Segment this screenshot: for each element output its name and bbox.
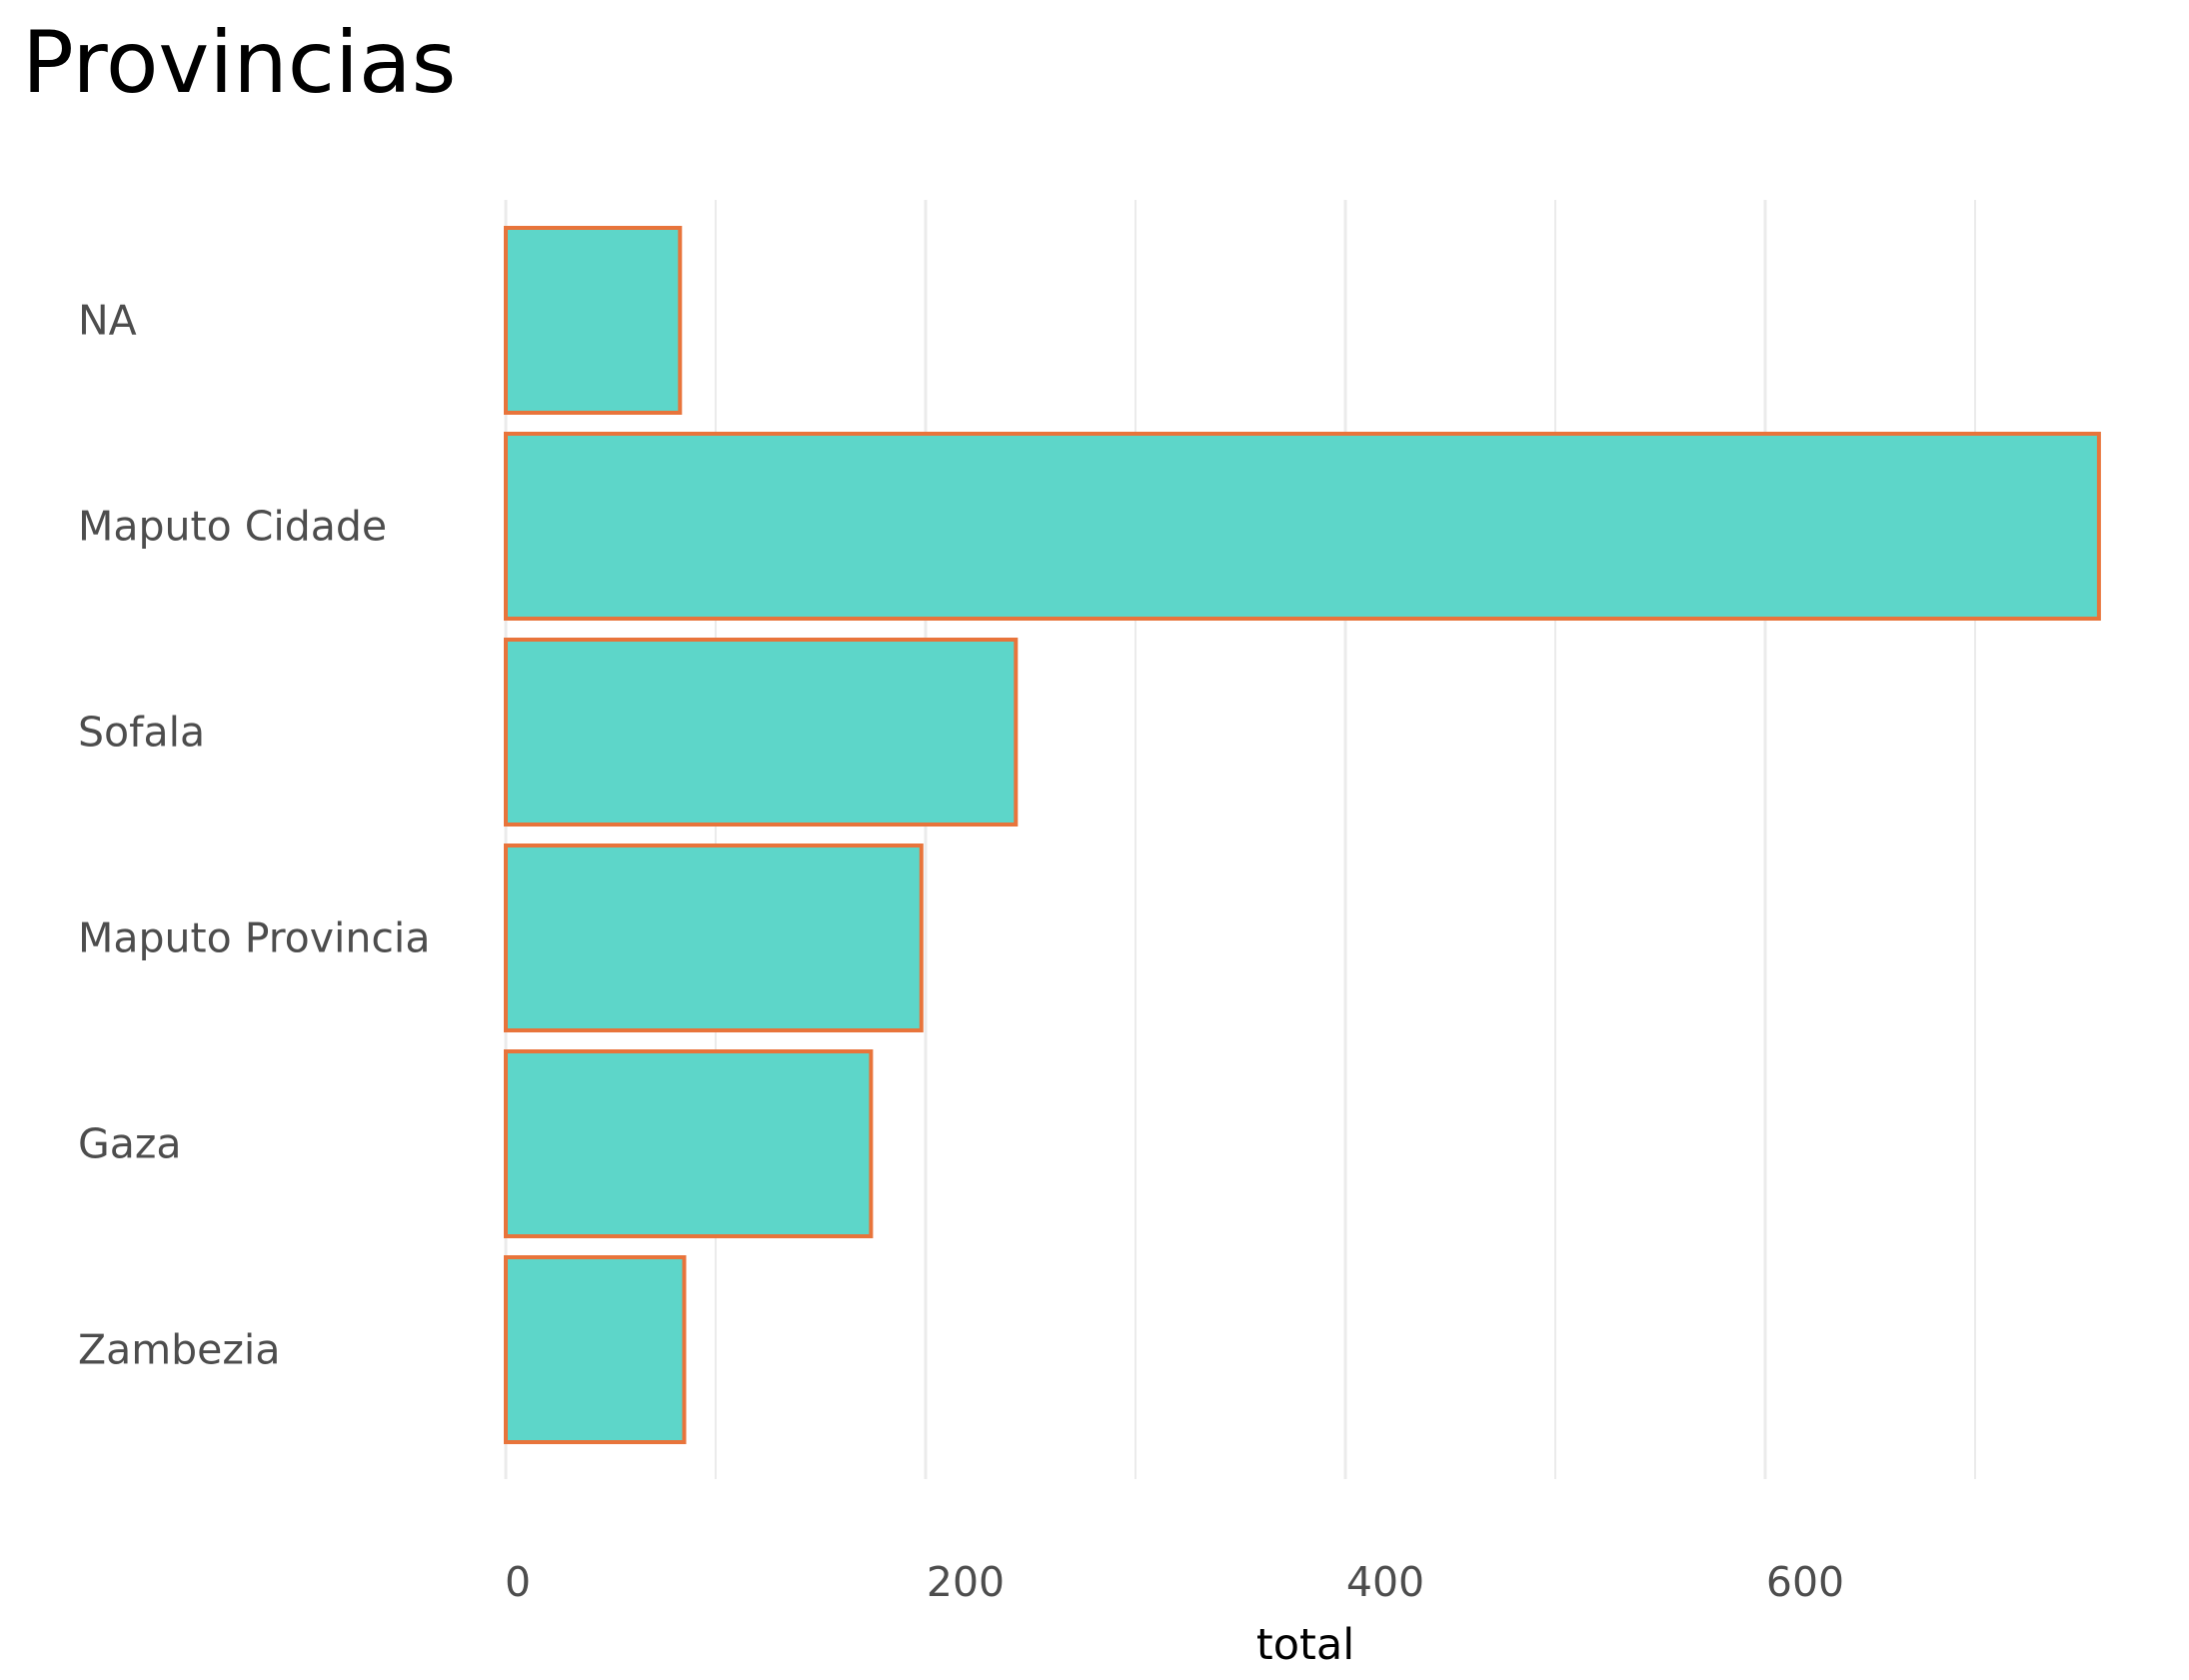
chart-title: Provincias [22, 13, 456, 113]
category-label: NA [78, 297, 137, 345]
x-tick-label: 0 [505, 1558, 531, 1606]
bar-maputo-provincia [504, 843, 924, 1032]
bar-sofala [504, 638, 1019, 827]
category-label: Maputo Provincia [78, 914, 430, 962]
x-axis-title: total [1256, 1620, 1354, 1670]
x-tick-label: 200 [927, 1558, 1005, 1606]
bar-zambezia [504, 1255, 687, 1444]
bar-gaza [504, 1049, 874, 1238]
category-label: Sofala [78, 709, 205, 757]
bar-na [504, 226, 683, 415]
bar-maputo-cidade [504, 432, 2101, 621]
grid-lines [504, 200, 1976, 1479]
bars [504, 226, 2101, 1444]
category-label: Gaza [78, 1120, 182, 1168]
x-tick-labels: 0 200 400 600 [505, 1558, 1844, 1606]
x-tick-label: 600 [1766, 1558, 1844, 1606]
category-label: Maputo Cidade [78, 503, 387, 551]
category-label: Zambezia [78, 1326, 280, 1374]
category-labels: NA Maputo Cidade Sofala Maputo Provincia Gaz… [78, 297, 430, 1374]
x-tick-label: 400 [1346, 1558, 1424, 1606]
